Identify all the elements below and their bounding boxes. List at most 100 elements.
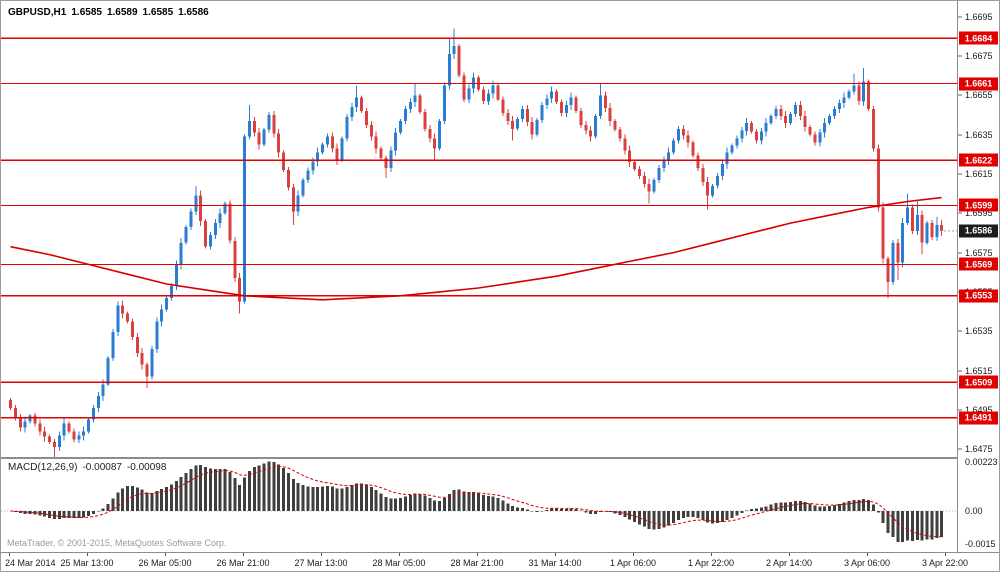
price-tick-mark bbox=[958, 94, 962, 96]
price-tick-label: 1.6615 bbox=[965, 168, 993, 179]
time-axis-label: 25 Mar 13:00 bbox=[60, 558, 114, 568]
price-level-badge: 1.6553 bbox=[959, 289, 998, 303]
pane-divider[interactable] bbox=[1, 457, 999, 459]
bull-candle bbox=[467, 88, 471, 100]
bull-candle bbox=[325, 136, 329, 145]
bear-candle bbox=[647, 183, 651, 192]
price-tick-label: 1.6475 bbox=[965, 444, 993, 455]
bear-candle bbox=[803, 116, 807, 127]
bull-candle bbox=[96, 396, 100, 408]
bull-candle bbox=[321, 144, 324, 153]
time-tick-mark bbox=[399, 553, 400, 556]
bear-candle bbox=[360, 97, 363, 112]
bull-candle bbox=[194, 195, 198, 212]
bear-candle bbox=[559, 102, 563, 113]
price-level-badge: 1.6599 bbox=[959, 198, 998, 212]
time-tick-mark bbox=[945, 553, 946, 556]
price-tick-label: 1.6495 bbox=[965, 404, 993, 415]
bull-candle bbox=[57, 435, 61, 448]
price-tick-mark bbox=[958, 448, 962, 450]
bear-candle bbox=[813, 134, 817, 143]
bear-candle bbox=[876, 148, 880, 208]
bull-candle bbox=[730, 145, 734, 153]
time-axis[interactable]: 24 Mar 2014 25 Mar 13:00 26 Mar 05:00 26 Ma… bbox=[1, 553, 999, 571]
bear-candle bbox=[369, 124, 373, 137]
bull-candle bbox=[764, 122, 768, 132]
bull-candle bbox=[442, 85, 446, 121]
bull-candle bbox=[247, 120, 251, 137]
bull-candle bbox=[745, 122, 749, 131]
time-axis-label: 28 Mar 21:00 bbox=[450, 558, 504, 568]
bull-candle bbox=[150, 348, 154, 377]
bear-candle bbox=[910, 207, 914, 231]
time-tick-mark bbox=[321, 553, 322, 556]
bull-candle bbox=[652, 179, 656, 192]
bull-candle bbox=[165, 297, 168, 310]
bear-candle bbox=[633, 162, 636, 170]
price-level-badge: 1.6684 bbox=[959, 31, 998, 45]
bear-candle bbox=[530, 121, 534, 135]
macd-value-main: -0.00087 bbox=[82, 462, 122, 473]
bull-candle bbox=[662, 160, 666, 169]
bull-candle bbox=[891, 242, 895, 283]
bull-candle bbox=[189, 211, 193, 227]
price-chart-pane[interactable]: GBPUSD,H1 1.6585 1.6589 1.6585 1.6586 bbox=[1, 1, 957, 457]
bear-candle bbox=[286, 170, 290, 188]
price-level-badge: 1.6569 bbox=[959, 257, 998, 271]
bull-candle bbox=[350, 107, 354, 117]
bear-candle bbox=[481, 89, 485, 102]
bear-candle bbox=[701, 168, 705, 182]
current-price-badge: 1.6586 bbox=[959, 224, 998, 238]
bull-candle bbox=[735, 138, 739, 146]
price-tick-mark bbox=[958, 173, 962, 175]
bear-candle bbox=[603, 95, 607, 109]
macd-indicator-pane[interactable]: MACD(12,26,9) -0.00087 -0.00098 MetaTrader… bbox=[1, 459, 957, 552]
bull-candle bbox=[311, 161, 315, 171]
bull-candle bbox=[296, 195, 300, 212]
bear-candle bbox=[867, 81, 870, 110]
bear-candle bbox=[579, 111, 583, 125]
bear-candle bbox=[282, 152, 285, 170]
bull-candle bbox=[340, 138, 344, 161]
bear-candle bbox=[38, 423, 42, 432]
bull-candle bbox=[520, 109, 524, 119]
bear-candle bbox=[72, 431, 76, 440]
bear-candle bbox=[696, 155, 700, 169]
bear-candle bbox=[462, 75, 466, 100]
bear-candle bbox=[384, 158, 388, 168]
bull-candle bbox=[491, 85, 495, 94]
bull-candle bbox=[832, 109, 836, 116]
bear-candle bbox=[238, 278, 242, 302]
bull-candle bbox=[740, 130, 744, 139]
bear-candle bbox=[379, 148, 383, 159]
bull-candle bbox=[711, 185, 714, 196]
time-tick-mark bbox=[867, 553, 868, 556]
price-axis[interactable]: 1.6695 1.6675 1.6655 1.6635 1.6615 1.6595 1.65… bbox=[957, 1, 999, 552]
price-level-badge: 1.6622 bbox=[959, 153, 998, 167]
bull-candle bbox=[82, 431, 86, 436]
bull-candle bbox=[837, 103, 841, 110]
price-tick-mark bbox=[958, 370, 962, 372]
bear-candle bbox=[511, 120, 515, 129]
bull-candle bbox=[715, 175, 719, 186]
price-tick-mark bbox=[958, 409, 962, 411]
bull-candle bbox=[155, 321, 159, 349]
price-tick-mark bbox=[958, 134, 962, 136]
bull-candle bbox=[862, 81, 866, 102]
bear-candle bbox=[496, 85, 500, 100]
macd-title: MACD(12,26,9) bbox=[8, 462, 78, 473]
bull-candle bbox=[915, 215, 919, 231]
bull-candle bbox=[438, 120, 441, 149]
time-tick-mark bbox=[711, 553, 712, 556]
bear-candle bbox=[779, 109, 783, 116]
time-axis-divider bbox=[1, 552, 999, 553]
bull-candle bbox=[77, 435, 81, 440]
time-axis-label: 3 Apr 06:00 bbox=[843, 558, 891, 568]
bear-candle bbox=[48, 436, 51, 442]
bear-candle bbox=[374, 136, 378, 149]
bull-candle bbox=[516, 118, 519, 129]
bull-candle bbox=[101, 384, 105, 397]
bear-candle bbox=[67, 423, 71, 432]
bull-candle bbox=[174, 264, 178, 286]
time-tick-mark bbox=[243, 553, 244, 556]
